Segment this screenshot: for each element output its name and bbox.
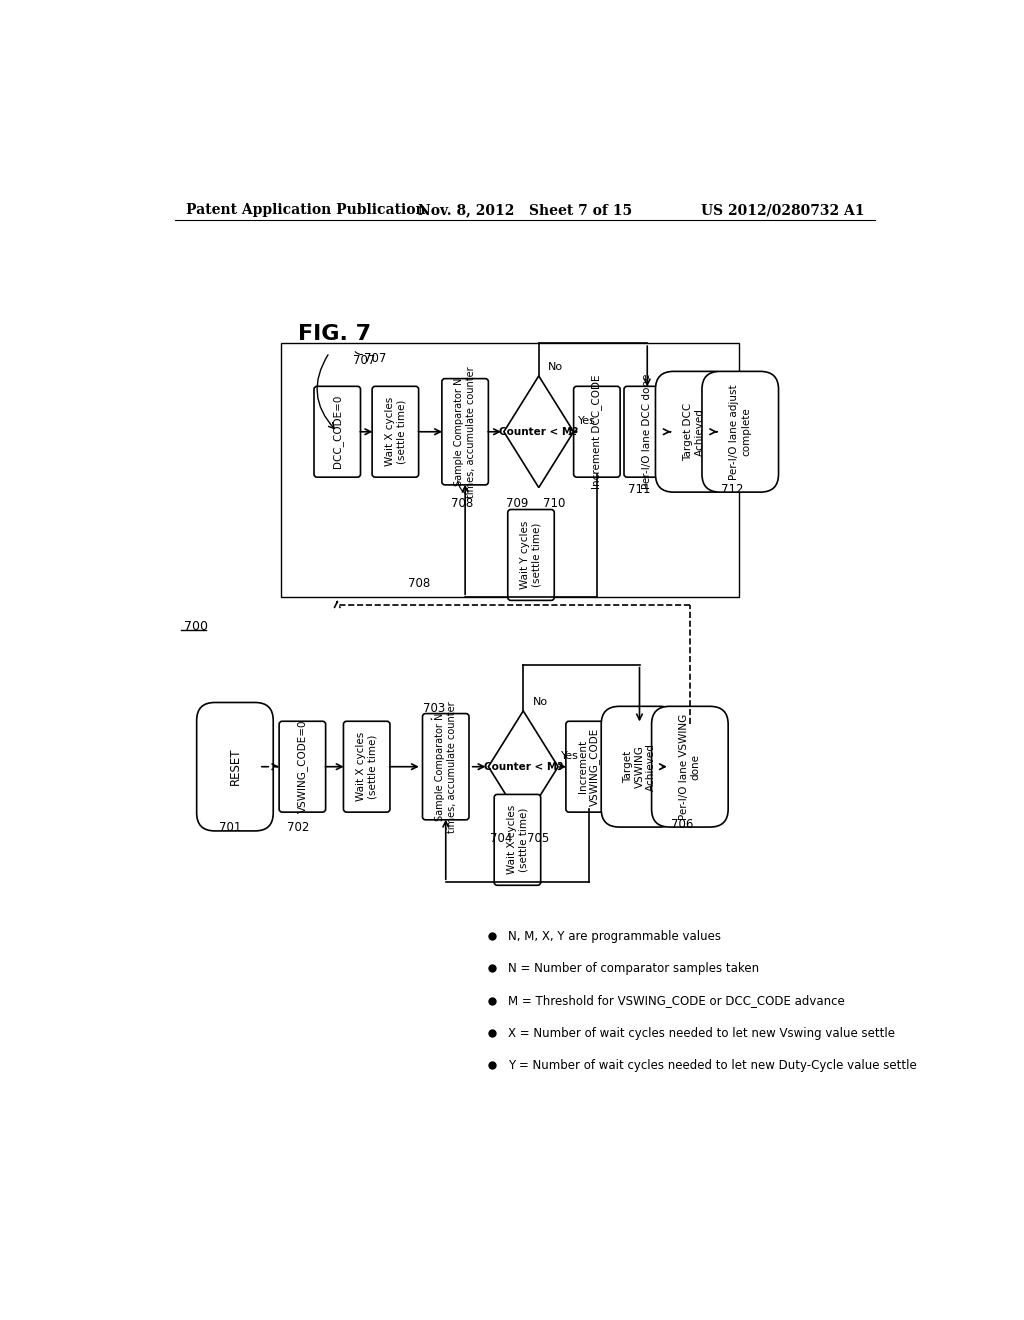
Text: No: No	[548, 362, 563, 372]
FancyBboxPatch shape	[573, 387, 621, 478]
Bar	[282, 343, 738, 597]
FancyBboxPatch shape	[655, 371, 732, 492]
Text: Y = Number of wait cycles needed to let new Duty-Cycle value settle: Y = Number of wait cycles needed to let …	[508, 1059, 916, 1072]
Text: Counter < M?: Counter < M?	[483, 762, 563, 772]
Text: VSWING_CODE=0: VSWING_CODE=0	[297, 719, 308, 813]
Text: Nov. 8, 2012   Sheet 7 of 15: Nov. 8, 2012 Sheet 7 of 15	[418, 203, 632, 216]
Text: M = Threshold for VSWING_CODE or DCC_CODE advance: M = Threshold for VSWING_CODE or DCC_COD…	[508, 994, 845, 1007]
Text: X = Number of wait cycles needed to let new Vswing value settle: X = Number of wait cycles needed to let …	[508, 1027, 895, 1040]
Text: Wait X cycles
(settle time): Wait X cycles (settle time)	[385, 397, 407, 466]
FancyBboxPatch shape	[372, 387, 419, 478]
Text: 702: 702	[287, 821, 309, 834]
FancyBboxPatch shape	[442, 379, 488, 484]
Text: Wait X cycles
(settle time): Wait X cycles (settle time)	[507, 805, 528, 874]
Text: RESET: RESET	[228, 748, 242, 785]
FancyBboxPatch shape	[508, 510, 554, 601]
Text: 705: 705	[527, 832, 549, 845]
Text: N, M, X, Y are programmable values: N, M, X, Y are programmable values	[508, 929, 721, 942]
Text: 710: 710	[543, 496, 565, 510]
Text: Target DCC
Achieved: Target DCC Achieved	[683, 403, 705, 461]
Text: Per-I/O lane DCC done: Per-I/O lane DCC done	[642, 374, 652, 490]
Polygon shape	[504, 376, 573, 487]
FancyBboxPatch shape	[314, 387, 360, 478]
Text: No: No	[532, 697, 548, 708]
Text: 712: 712	[721, 483, 743, 496]
Text: Wait Y cycles
(settle time): Wait Y cycles (settle time)	[520, 521, 542, 589]
Text: Wait X cycles
(settle time): Wait X cycles (settle time)	[356, 733, 378, 801]
Text: Increment DCC_CODE: Increment DCC_CODE	[592, 375, 602, 488]
FancyBboxPatch shape	[197, 702, 273, 830]
Text: 706: 706	[671, 818, 693, 832]
Text: 700: 700	[183, 620, 208, 634]
Polygon shape	[488, 711, 558, 822]
Text: Yes: Yes	[578, 416, 595, 425]
Text: Patent Application Publication: Patent Application Publication	[186, 203, 426, 216]
Text: 708: 708	[408, 577, 430, 590]
FancyBboxPatch shape	[601, 706, 678, 828]
Text: Sample Comparator N
times, accumulate counter: Sample Comparator N times, accumulate co…	[435, 701, 457, 833]
Text: 708: 708	[452, 498, 473, 511]
Text: DCC_CODE=0: DCC_CODE=0	[332, 395, 343, 469]
Text: 709: 709	[506, 496, 528, 510]
Text: 711: 711	[628, 483, 650, 496]
Text: Target
VSWING
Achieved: Target VSWING Achieved	[623, 743, 656, 791]
Text: 704: 704	[490, 832, 513, 845]
Text: Yes: Yes	[561, 751, 580, 760]
Text: Per-I/O lane adjust
complete: Per-I/O lane adjust complete	[729, 384, 751, 479]
FancyBboxPatch shape	[343, 721, 390, 812]
Text: Counter < M?: Counter < M?	[499, 426, 579, 437]
Text: 707: 707	[352, 354, 375, 367]
Text: N = Number of comparator samples taken: N = Number of comparator samples taken	[508, 962, 759, 975]
FancyBboxPatch shape	[423, 714, 469, 820]
FancyBboxPatch shape	[702, 371, 778, 492]
Text: US 2012/0280732 A1: US 2012/0280732 A1	[700, 203, 864, 216]
FancyBboxPatch shape	[495, 795, 541, 886]
Text: Increment
VSWING_CODE: Increment VSWING_CODE	[578, 727, 600, 805]
Text: 703: 703	[423, 702, 444, 715]
FancyBboxPatch shape	[566, 721, 612, 812]
FancyBboxPatch shape	[651, 706, 728, 828]
FancyBboxPatch shape	[624, 387, 671, 478]
FancyBboxPatch shape	[280, 721, 326, 812]
Text: 707: 707	[365, 352, 387, 366]
Text: FIG. 7: FIG. 7	[299, 323, 372, 345]
Text: 701: 701	[219, 821, 242, 834]
Text: Sample Comparator N
times, accumulate counter: Sample Comparator N times, accumulate co…	[455, 366, 476, 498]
Text: Per-I/O lane VSWING
done: Per-I/O lane VSWING done	[679, 714, 700, 820]
